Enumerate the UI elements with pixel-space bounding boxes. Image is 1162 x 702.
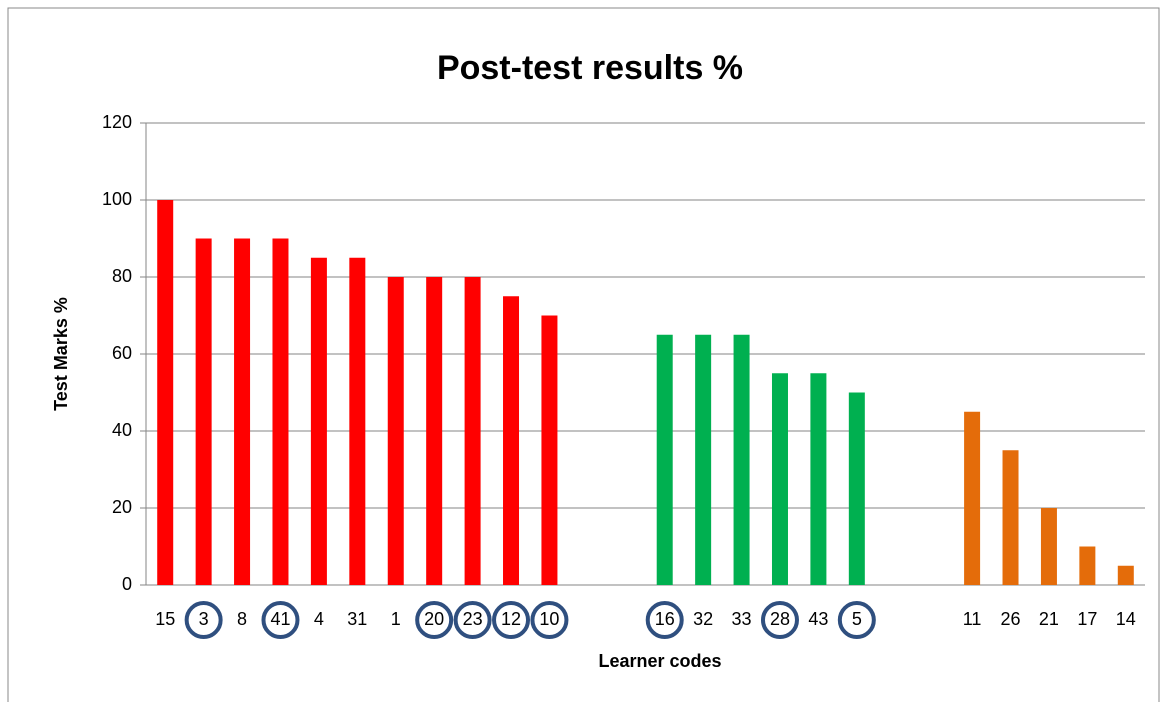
y-tick-label: 40 <box>112 420 132 440</box>
bar <box>1002 450 1019 585</box>
label-circle <box>415 601 454 639</box>
x-tick-label: 5 <box>852 609 862 629</box>
x-tick-label: 14 <box>1116 609 1136 629</box>
bar <box>464 277 481 585</box>
bar <box>234 238 251 585</box>
x-tick-label: 1 <box>391 609 401 629</box>
x-tick-label: 26 <box>1001 609 1021 629</box>
bar <box>541 315 558 585</box>
y-axis-title: Test Marks % <box>51 297 71 411</box>
label-circle <box>837 601 876 639</box>
x-axis-title: Learner codes <box>598 651 721 671</box>
x-tick-label: 12 <box>501 609 521 629</box>
bar <box>848 392 865 585</box>
x-tick-label: 4 <box>314 609 324 629</box>
chart-title: Post-test results % <box>437 49 743 87</box>
x-tick-label: 16 <box>655 609 675 629</box>
bar <box>195 238 212 585</box>
bar <box>1079 546 1096 585</box>
bar <box>349 257 366 585</box>
label-circle <box>530 601 569 639</box>
bar <box>695 334 712 585</box>
x-tick-label: 20 <box>424 609 444 629</box>
label-circle <box>492 601 531 639</box>
label-circle <box>760 601 799 639</box>
label-circle <box>453 601 492 639</box>
bar <box>810 373 827 585</box>
x-tick-label: 8 <box>237 609 247 629</box>
bar <box>272 238 289 585</box>
x-tick-label: 21 <box>1039 609 1059 629</box>
bar <box>771 373 788 585</box>
x-tick-label: 41 <box>270 609 290 629</box>
x-tick-label: 10 <box>539 609 559 629</box>
bar <box>1117 565 1134 585</box>
x-tick-label: 31 <box>347 609 367 629</box>
y-tick-label: 0 <box>122 574 132 594</box>
x-tick-label: 15 <box>155 609 175 629</box>
label-circle <box>645 601 684 639</box>
x-tick-label: 33 <box>732 609 752 629</box>
bar <box>310 257 327 585</box>
label-circle <box>261 601 300 639</box>
bar <box>426 277 443 585</box>
y-tick-label: 60 <box>112 343 132 363</box>
bar <box>1040 508 1057 585</box>
y-tick-label: 20 <box>112 497 132 517</box>
bar <box>503 296 520 585</box>
y-tick-label: 80 <box>112 266 132 286</box>
bar <box>387 277 404 585</box>
bar <box>964 411 981 585</box>
bar <box>733 334 750 585</box>
x-tick-label: 32 <box>693 609 713 629</box>
x-tick-label: 23 <box>463 609 483 629</box>
x-tick-label: 28 <box>770 609 790 629</box>
bar <box>656 334 673 585</box>
x-tick-label: 17 <box>1077 609 1097 629</box>
bar <box>157 200 174 585</box>
x-tick-label: 3 <box>199 609 209 629</box>
x-tick-label: 43 <box>808 609 828 629</box>
y-tick-label: 120 <box>102 112 132 132</box>
y-tick-label: 100 <box>102 189 132 209</box>
x-tick-label: 11 <box>963 609 982 629</box>
chart-frame <box>7 7 1160 702</box>
label-circle <box>184 601 223 639</box>
